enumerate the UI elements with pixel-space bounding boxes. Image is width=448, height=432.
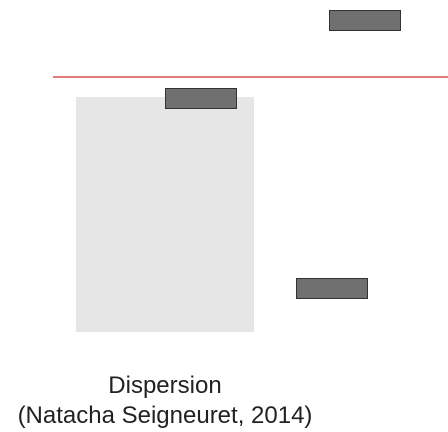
background-panel	[76, 97, 254, 332]
dispersion-marker-center	[165, 88, 237, 109]
reference-line	[53, 76, 448, 78]
caption-credit: (Natacha Seigneuret, 2014)	[17, 402, 313, 429]
caption-title: Dispersion	[108, 372, 222, 399]
dispersion-marker-lower-right	[296, 278, 368, 299]
dispersion-marker-upper-right	[329, 10, 401, 31]
